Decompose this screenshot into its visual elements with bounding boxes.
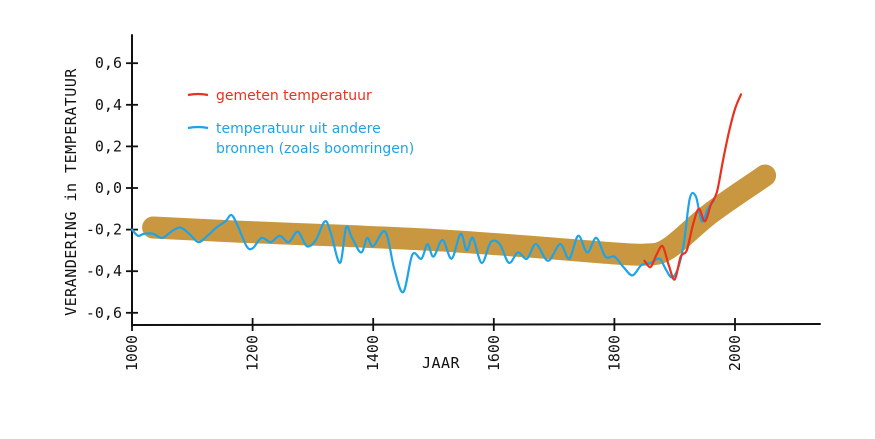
x-tick-label: 1000 (123, 335, 141, 371)
legend-label-proxy: temperatuur uit andere bronnen (zoals bo… (216, 121, 414, 157)
legend-label-proxy-line2: bronnen (zoals boomringen) (216, 141, 414, 157)
x-tick-label: 1800 (605, 335, 623, 371)
y-tick-label: 0,4 (95, 96, 122, 114)
legend-swatch-proxy (187, 125, 209, 130)
y-tick-label: -0,4 (86, 262, 122, 280)
x-tick-label: 1200 (244, 335, 262, 371)
series-lines (130, 93, 743, 294)
trend-band-path (142, 164, 777, 266)
y-tick-label: -0,6 (86, 304, 122, 322)
proxy-temperature-line (130, 191, 715, 294)
legend: gemeten temperatuur temperatuur uit ande… (187, 88, 414, 157)
x-tick-label: 2000 (726, 335, 744, 371)
y-tick-label: 0,2 (95, 137, 122, 155)
y-tick-label: -0,2 (86, 221, 122, 239)
x-axis-label: JAAR (422, 354, 461, 372)
y-axis-label: VERANDERING in TEMPERATUUR (62, 68, 80, 316)
x-tick-label: 1400 (364, 335, 382, 371)
legend-swatch-measured (187, 92, 209, 97)
x-axis-line (131, 323, 821, 326)
y-tick-label: 0,6 (95, 54, 122, 72)
measured-temperature-line (643, 93, 743, 281)
legend-label-proxy-line1: temperatuur uit andere (216, 121, 381, 137)
axes (131, 34, 821, 327)
legend-label-measured: gemeten temperatuur (216, 88, 372, 104)
trend-band (142, 164, 777, 266)
x-tick-label: 1600 (485, 335, 503, 371)
y-tick-label: 0,0 (95, 179, 122, 197)
